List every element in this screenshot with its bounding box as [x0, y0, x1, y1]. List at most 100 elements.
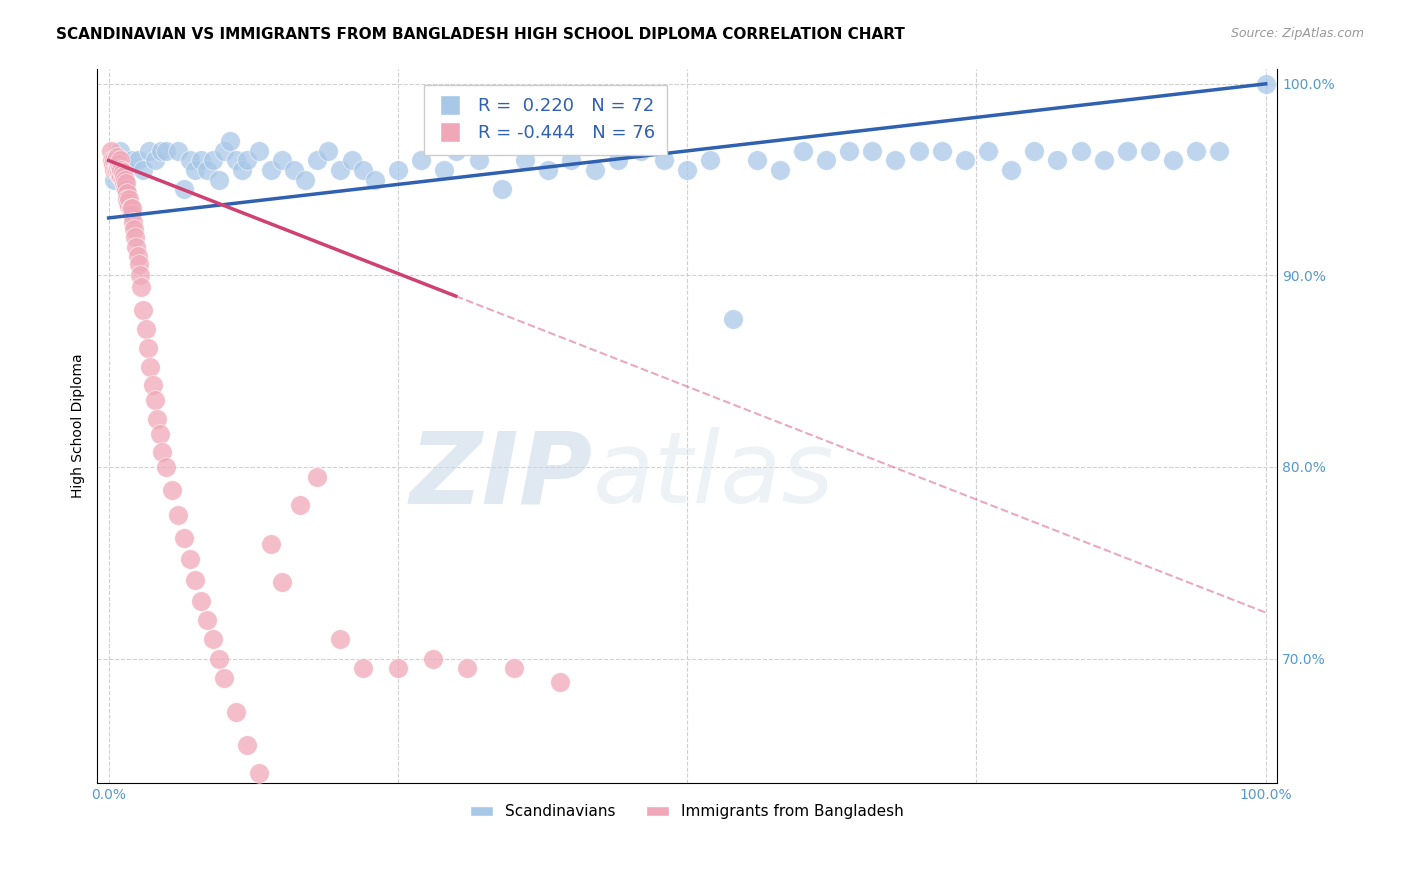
Point — [173, 182, 195, 196]
Point — [1046, 153, 1069, 168]
Point — [103, 163, 125, 178]
Point — [247, 144, 270, 158]
Point — [225, 153, 247, 168]
Point — [132, 302, 155, 317]
Point — [155, 144, 177, 158]
Point — [259, 163, 281, 178]
Point — [128, 268, 150, 283]
Point — [305, 469, 328, 483]
Point — [114, 180, 136, 194]
Point — [112, 177, 135, 191]
Point — [676, 163, 699, 178]
Point — [115, 192, 138, 206]
Point — [110, 169, 132, 183]
Point — [115, 163, 138, 178]
Point — [283, 163, 305, 178]
Point — [122, 222, 145, 236]
Point — [117, 195, 139, 210]
Point — [167, 144, 190, 158]
Point — [132, 163, 155, 178]
Point — [329, 632, 352, 647]
Point — [139, 360, 162, 375]
Point — [340, 153, 363, 168]
Point — [884, 153, 907, 168]
Point — [1070, 144, 1092, 158]
Point — [1092, 153, 1115, 168]
Point — [409, 153, 432, 168]
Point — [860, 144, 883, 158]
Point — [122, 215, 145, 229]
Point — [225, 705, 247, 719]
Point — [120, 202, 142, 216]
Point — [127, 249, 149, 263]
Point — [537, 163, 560, 178]
Point — [201, 632, 224, 647]
Point — [104, 163, 127, 178]
Point — [259, 536, 281, 550]
Point — [814, 153, 837, 168]
Point — [387, 661, 409, 675]
Point — [148, 427, 170, 442]
Point — [146, 412, 169, 426]
Point — [136, 341, 159, 355]
Point — [108, 169, 131, 183]
Point — [219, 134, 242, 148]
Point — [118, 192, 141, 206]
Point — [769, 163, 792, 178]
Point — [583, 163, 606, 178]
Point — [1254, 77, 1277, 91]
Point — [977, 144, 1000, 158]
Point — [352, 661, 374, 675]
Point — [387, 163, 409, 178]
Point — [108, 157, 131, 171]
Point — [838, 144, 860, 158]
Point — [792, 144, 814, 158]
Point — [214, 671, 236, 685]
Point — [127, 153, 149, 168]
Point — [115, 186, 138, 200]
Point — [111, 165, 134, 179]
Point — [190, 594, 212, 608]
Point — [515, 153, 537, 168]
Text: SCANDINAVIAN VS IMMIGRANTS FROM BANGLADESH HIGH SCHOOL DIPLOMA CORRELATION CHART: SCANDINAVIAN VS IMMIGRANTS FROM BANGLADE… — [56, 27, 905, 42]
Point — [1161, 153, 1184, 168]
Point — [236, 153, 259, 168]
Y-axis label: High School Diploma: High School Diploma — [72, 353, 86, 498]
Point — [138, 144, 160, 158]
Point — [207, 172, 229, 186]
Point — [195, 163, 218, 178]
Point — [502, 661, 524, 675]
Text: ZIP: ZIP — [409, 427, 593, 524]
Point — [364, 172, 387, 186]
Point — [699, 153, 721, 168]
Point — [1024, 144, 1046, 158]
Point — [214, 144, 236, 158]
Point — [150, 444, 173, 458]
Point — [104, 153, 127, 168]
Point — [352, 163, 374, 178]
Point — [271, 153, 294, 168]
Point — [1185, 144, 1208, 158]
Point — [110, 163, 132, 178]
Point — [271, 574, 294, 589]
Point — [1115, 144, 1137, 158]
Point — [103, 157, 125, 171]
Point — [142, 377, 165, 392]
Point — [329, 163, 352, 178]
Point — [121, 202, 143, 216]
Point — [155, 460, 177, 475]
Point — [288, 498, 311, 512]
Point — [103, 172, 125, 186]
Point — [162, 483, 184, 497]
Point — [108, 161, 131, 175]
Point — [231, 163, 253, 178]
Point — [953, 153, 976, 168]
Point — [124, 230, 146, 244]
Point — [100, 144, 122, 158]
Point — [143, 153, 166, 168]
Point — [456, 661, 478, 675]
Point — [112, 169, 135, 183]
Point — [468, 153, 491, 168]
Point — [108, 144, 131, 158]
Point — [207, 651, 229, 665]
